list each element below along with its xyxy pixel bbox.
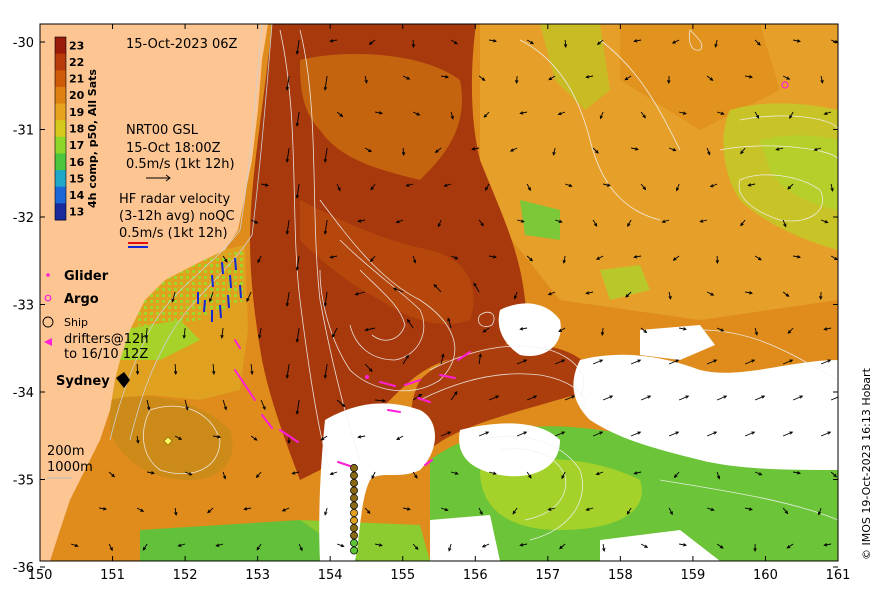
colorbar-tick-label: 17 <box>69 139 84 152</box>
colorbar-tick-label: 21 <box>69 73 84 86</box>
isobath-1000m <box>129 24 273 441</box>
y-axis: -30 -31 -32 -33 -34 -35 -36 <box>13 36 838 576</box>
gsl-title: NRT00 GSL <box>126 123 199 138</box>
glider-legend-label: Glider <box>64 269 109 284</box>
ship-legend-label: Ship <box>64 316 88 329</box>
x-tick-label: 151 <box>100 568 125 583</box>
colorbar-swatch <box>55 53 66 71</box>
x-axis: 150 151 152 153 154 155 156 157 158 159 160 161 <box>28 24 851 583</box>
australia-land <box>40 24 268 561</box>
north-cool-patch <box>540 24 610 110</box>
plot-area <box>40 24 838 561</box>
y-tick-label: -31 <box>13 124 34 139</box>
timestamp-label: 15-Oct-2023 06Z <box>126 37 238 52</box>
drifter-tracks <box>234 339 471 469</box>
x-tick-label: 156 <box>463 568 488 583</box>
drifter-start-marker <box>163 436 173 446</box>
isobath-1000-label: 1000m <box>47 460 93 475</box>
y-tick-label: -35 <box>13 474 34 489</box>
hf-scale: 0.5m/s (1kt 12h) <box>119 226 228 241</box>
y-tick-label: -34 <box>13 386 34 401</box>
x-tick-label: 158 <box>608 568 633 583</box>
x-tick-label: 152 <box>173 568 198 583</box>
x-tick-label: 154 <box>318 568 343 583</box>
ship-legend-icon <box>42 316 54 328</box>
colorbar-swatch <box>55 70 66 88</box>
colorbar-tick-label: 15 <box>69 172 84 185</box>
colorbar-tick-label: 22 <box>69 56 84 69</box>
colorbar-tick-label: 13 <box>69 206 84 219</box>
colorbar-tick-label: 23 <box>69 39 84 52</box>
colorbar-tick-label: 18 <box>69 123 84 136</box>
colorbar-swatch <box>55 37 66 55</box>
colorbar-swatch <box>55 136 66 154</box>
sydney-label: Sydney <box>56 374 110 389</box>
colorbar-tick-label: 20 <box>69 89 85 102</box>
glider-legend-icon <box>46 273 50 277</box>
colorbar-tick-label: 19 <box>69 106 84 119</box>
y-tick-label: -30 <box>13 36 34 51</box>
x-tick-label: 157 <box>535 568 560 583</box>
colorbar-tick-label: 14 <box>69 189 85 202</box>
southern-warm-eddy <box>411 343 593 450</box>
hf-radar-vectors <box>197 257 242 322</box>
y-tick-label: -33 <box>13 299 34 314</box>
colorbar-label: 4h comp, p50, All Sats <box>86 69 99 208</box>
colorbar: 23 22 21 20 19 18 17 16 15 14 13 4h comp, p50, All… <box>54 36 99 221</box>
argo-legend-icon <box>44 294 52 302</box>
drifters-legend-icon <box>44 338 52 346</box>
colorbar-swatch <box>55 203 66 221</box>
x-tick-label: 161 <box>826 568 851 583</box>
cloud-mask-east <box>573 354 838 470</box>
hf-title: HF radar velocity <box>119 192 231 207</box>
isobath-200m <box>109 24 263 441</box>
cloud-mask-central <box>319 403 435 561</box>
x-tick-label: 159 <box>680 568 705 583</box>
x-tick-label: 155 <box>390 568 415 583</box>
colorbar-swatch <box>55 103 66 121</box>
y-tick-label: -32 <box>13 211 34 226</box>
glider-marker <box>365 375 369 379</box>
x-tick-label: 153 <box>245 568 270 583</box>
plot-frame <box>39 23 839 562</box>
hf-sub: (3-12h avg) noQC <box>119 209 235 224</box>
x-tick-label: 150 <box>28 568 53 583</box>
colorbar-tick-label: 16 <box>69 156 85 169</box>
colorbar-swatch <box>55 153 66 171</box>
colorbar-swatch <box>55 120 66 138</box>
colorbar-swatch <box>55 170 66 188</box>
isobath-200-label: 200m <box>47 444 84 459</box>
y-tick-label: -36 <box>13 561 34 576</box>
colorbar-swatch <box>55 186 66 204</box>
x-tick-label: 160 <box>753 568 778 583</box>
velocity-arrows <box>70 39 838 553</box>
copyright: © IMOS 19-Oct-2023 16:13 Hobart <box>860 367 873 560</box>
gsl-scale: 0.5m/s (1kt 12h) <box>126 157 235 172</box>
colorbar-swatch <box>55 86 66 105</box>
sydney-marker <box>116 372 130 388</box>
argo-marker <box>781 81 789 89</box>
ssh-contours <box>143 29 838 541</box>
argo-legend-label: Argo <box>64 292 99 307</box>
gsl-time: 15-Oct 18:00Z <box>126 141 221 156</box>
drifters-legend-label-2: to 16/10 12Z <box>64 347 148 362</box>
drifters-legend-label-1: drifters@12h <box>64 332 149 347</box>
ship-track <box>350 464 358 555</box>
